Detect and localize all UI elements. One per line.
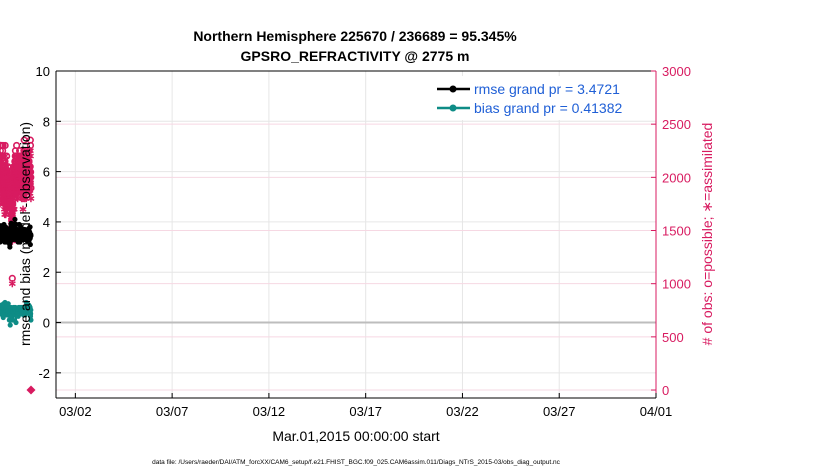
x-axis-label: Mar.01,2015 00:00:00 start bbox=[272, 428, 439, 444]
possible-obs-point bbox=[1, 141, 9, 150]
series-assimilated bbox=[0, 147, 35, 288]
y-tick-label: 10 bbox=[36, 64, 50, 79]
y-tick-label: 8 bbox=[43, 114, 50, 129]
y-tick-label: 0 bbox=[43, 316, 50, 331]
y-tick-label: 2 bbox=[43, 265, 50, 280]
assimilated-obs-point bbox=[10, 205, 18, 213]
legend-box bbox=[432, 76, 650, 120]
series-layer bbox=[0, 136, 36, 395]
y-tick-label: -2 bbox=[38, 366, 50, 381]
y-tick-label: 4 bbox=[43, 215, 50, 230]
rmse-point bbox=[7, 244, 13, 250]
y2-axis-ticks: 0 500 1000 1500 2000 2500 3000 bbox=[651, 64, 691, 398]
x-axis-ticks: 03/02 03/07 03/12 03/17 03/22 03/27 04/01 bbox=[59, 393, 672, 419]
possible-obs-point bbox=[13, 141, 21, 150]
x-tick-label: 03/07 bbox=[156, 404, 189, 419]
x-tick-label: 03/12 bbox=[253, 404, 286, 419]
assimilated-obs-point bbox=[25, 157, 33, 165]
y2-tick-label: 3000 bbox=[662, 64, 691, 79]
assimilated-obs-point bbox=[13, 152, 21, 160]
x-tick-label: 03/22 bbox=[446, 404, 479, 419]
y2-tick-label: 2000 bbox=[662, 170, 691, 185]
legend-rmse-marker bbox=[449, 85, 457, 93]
bias-point bbox=[13, 319, 19, 326]
outside-obs-point bbox=[26, 385, 36, 395]
y2-tick-label: 500 bbox=[662, 330, 684, 345]
assimilated-obs-point bbox=[4, 173, 12, 181]
y2-tick-label: 1500 bbox=[662, 224, 691, 239]
legend-bias-marker bbox=[449, 104, 457, 112]
legend-rmse-label: rmse grand pr = 3.4721 bbox=[474, 81, 620, 97]
chart-title: Northern Hemisphere 225670 / 236689 = 95… bbox=[193, 28, 517, 44]
y-tick-label: 6 bbox=[43, 165, 50, 180]
y2-tick-label: 1000 bbox=[662, 277, 691, 292]
legend: rmse grand pr = 3.4721 bias grand pr = 0… bbox=[432, 76, 650, 120]
chart-subtitle: GPSRO_REFRACTIVITY @ 2775 m bbox=[241, 48, 470, 64]
y2-tick-label: 0 bbox=[662, 383, 669, 398]
assimilated-obs-point bbox=[8, 280, 16, 288]
series-rmse bbox=[0, 216, 34, 250]
bias-point bbox=[28, 317, 34, 323]
series-possible-outside bbox=[26, 385, 36, 395]
assimilated-obs-point bbox=[27, 195, 35, 203]
assimilated-obs-point bbox=[26, 152, 34, 160]
plot-area bbox=[56, 71, 656, 398]
rmse-point bbox=[27, 224, 33, 230]
rmse-point bbox=[28, 233, 34, 239]
x-tick-label: 03/17 bbox=[349, 404, 382, 419]
rmse-point bbox=[12, 216, 18, 223]
assimilated-obs-point bbox=[20, 147, 28, 155]
axes-frame bbox=[55, 70, 657, 399]
rmse-point bbox=[27, 241, 33, 248]
assimilated-obs-point bbox=[19, 205, 27, 213]
x-tick-label: 03/02 bbox=[59, 404, 92, 419]
assimilated-obs-point bbox=[3, 163, 11, 171]
bias-point bbox=[28, 307, 34, 313]
y-axis-ticks: -2 0 2 4 6 8 10 bbox=[36, 64, 61, 381]
bias-point bbox=[7, 322, 13, 328]
data-file-footer: data file: /Users/raeder/DAI/ATM_forcXX/… bbox=[152, 459, 561, 466]
y-axis-label: rmse and bias (model - observation) bbox=[17, 122, 33, 346]
x-tick-label: 04/01 bbox=[640, 404, 673, 419]
assimilated-obs-point bbox=[1, 152, 9, 160]
assimilated-obs-point bbox=[27, 184, 35, 192]
bias-point bbox=[28, 311, 34, 317]
y2-axis-label: # of obs: o=possible; ∗=assimilated bbox=[699, 123, 715, 346]
y2-tick-label: 2500 bbox=[662, 117, 691, 132]
x-tick-label: 03/27 bbox=[543, 404, 576, 419]
legend-bias-label: bias grand pr = 0.41382 bbox=[474, 100, 622, 116]
series-bias bbox=[0, 299, 34, 328]
